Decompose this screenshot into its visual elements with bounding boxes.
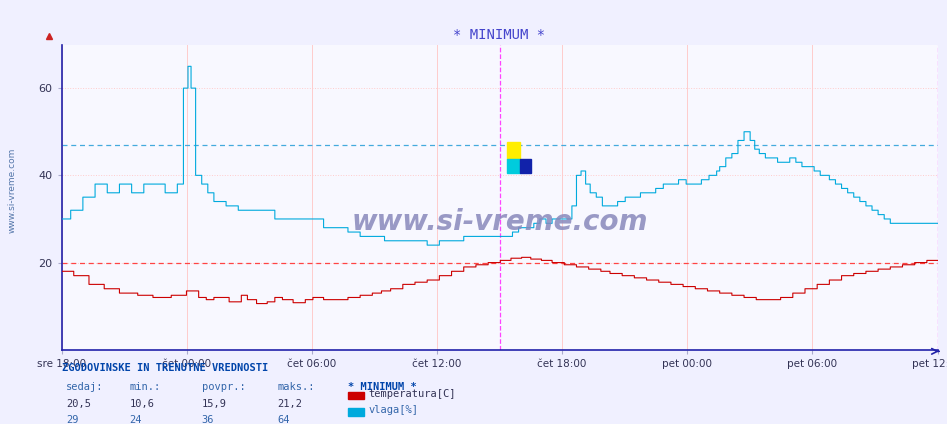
Text: maks.:: maks.: <box>277 382 315 392</box>
Text: 64: 64 <box>277 415 290 424</box>
Text: ZGODOVINSKE IN TRENUTNE VREDNOSTI: ZGODOVINSKE IN TRENUTNE VREDNOSTI <box>62 363 268 373</box>
Text: 29: 29 <box>66 415 79 424</box>
Text: 21,2: 21,2 <box>277 399 302 409</box>
Text: * MINIMUM *: * MINIMUM * <box>348 382 418 392</box>
Text: povpr.:: povpr.: <box>202 382 245 392</box>
Title: * MINIMUM *: * MINIMUM * <box>454 28 545 42</box>
Text: www.si-vreme.com: www.si-vreme.com <box>8 148 17 234</box>
Text: min.:: min.: <box>130 382 161 392</box>
Text: 20,5: 20,5 <box>66 399 91 409</box>
Text: www.si-vreme.com: www.si-vreme.com <box>351 208 648 236</box>
Text: 15,9: 15,9 <box>202 399 226 409</box>
Text: 24: 24 <box>130 415 142 424</box>
Text: 10,6: 10,6 <box>130 399 154 409</box>
FancyBboxPatch shape <box>507 159 520 173</box>
FancyBboxPatch shape <box>507 142 520 159</box>
Text: vlaga[%]: vlaga[%] <box>368 404 419 415</box>
Text: sedaj:: sedaj: <box>66 382 104 392</box>
FancyBboxPatch shape <box>520 159 531 173</box>
Text: temperatura[C]: temperatura[C] <box>368 388 456 399</box>
Text: 36: 36 <box>202 415 214 424</box>
